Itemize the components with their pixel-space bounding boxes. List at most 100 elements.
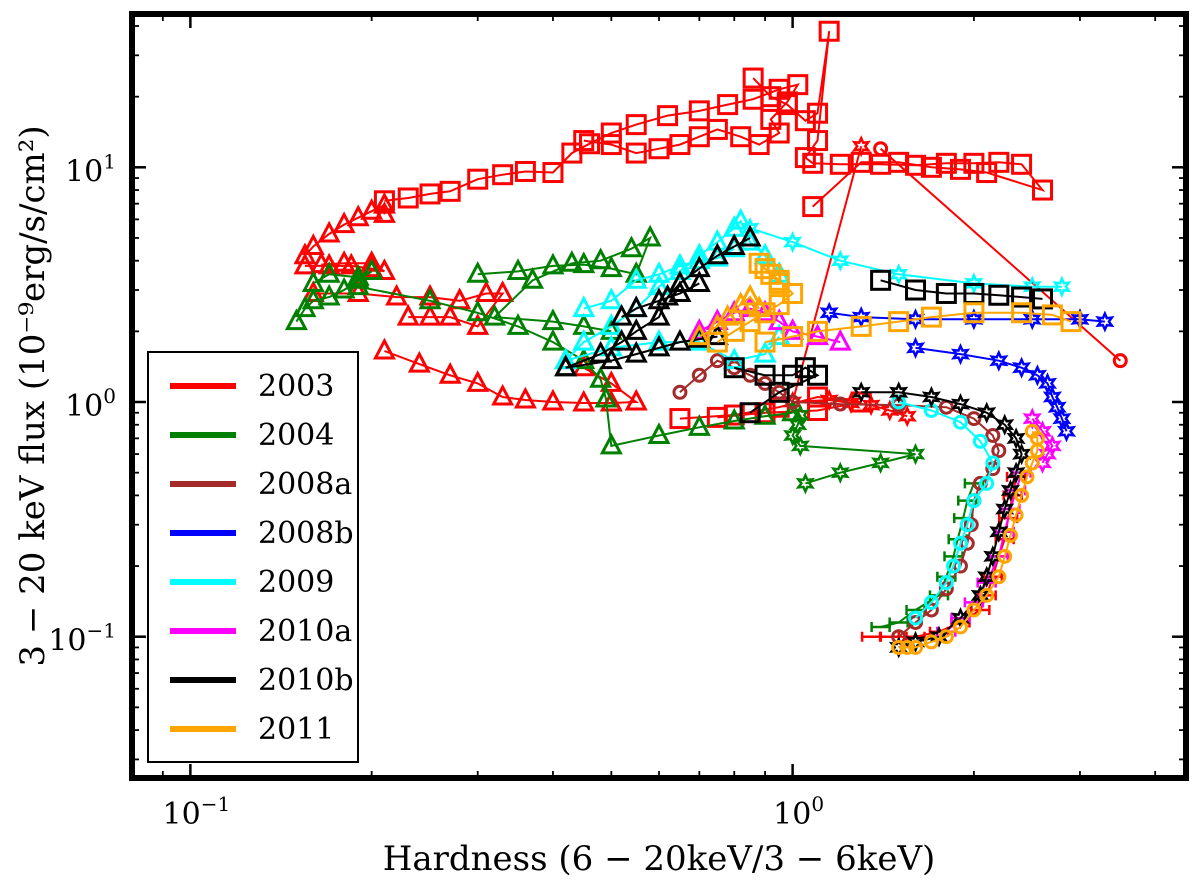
series-2010b-point: [929, 625, 949, 648]
series-2010b-point: [599, 347, 623, 370]
x-tick-label: 100: [773, 792, 824, 832]
series-2010b-point: [668, 270, 692, 292]
series-2003-point: [742, 67, 764, 89]
series-2004-point: [317, 283, 341, 306]
series-2004-point: [346, 264, 370, 286]
series-2008b-point: [1012, 356, 1032, 379]
series-2004-point: [599, 432, 623, 455]
series-2003-point: [888, 151, 910, 173]
series-2004-point: [317, 261, 341, 283]
series-2008b-point: [950, 343, 971, 366]
series-2009-point: [572, 328, 596, 351]
series-2004-point: [687, 414, 711, 436]
series-2003-point: [976, 162, 998, 184]
series-2003-point: [419, 183, 441, 205]
series-2004-point: [506, 258, 530, 280]
series-2004-point: [301, 270, 325, 292]
y-axis-label: 3 − 20 keV flux (10⁻⁹erg/s/cm²): [13, 125, 53, 666]
series-2009-point: [647, 328, 671, 351]
series-2004-point: [483, 303, 507, 326]
legend-label-2011: 2011: [258, 712, 334, 747]
series-2011-point: [807, 320, 829, 342]
series-2009-point: [908, 610, 924, 626]
series-2003-point: [802, 196, 824, 218]
series-2011-point: [938, 629, 954, 645]
series-2010b-point: [705, 242, 729, 265]
series-2003-point: [396, 303, 420, 326]
series-2003-point: [541, 388, 565, 411]
series-2011-point: [1011, 302, 1033, 324]
series-2011-point: [891, 639, 907, 655]
series-2003-point: [669, 408, 691, 430]
series-2003-point: [572, 389, 596, 412]
series-2010b-point: [647, 303, 671, 326]
series-2003-point: [625, 142, 647, 164]
series-2004-point: [360, 258, 384, 280]
series-2011-point: [908, 639, 924, 655]
series-2009-point: [668, 258, 692, 280]
series-2008a: [672, 353, 1007, 645]
series-2004-point: [541, 252, 565, 275]
series-2010b-point: [905, 630, 926, 653]
series-2003-point: [293, 252, 317, 275]
legend-label-2010b: 2010b: [258, 663, 354, 698]
series-2009-point: [985, 455, 1001, 471]
series-2011-point: [963, 302, 985, 324]
series-2009-point: [572, 295, 596, 318]
series-2004-point: [830, 461, 850, 484]
series-2010b-point: [723, 357, 745, 379]
series-2010b-point: [722, 233, 746, 255]
series-2010b-point: [1006, 427, 1026, 450]
series-2003-point: [332, 250, 356, 272]
series-2010b-point: [687, 270, 711, 292]
x-axis-label: Hardness (6 − 20keV/3 − 6keV): [383, 839, 936, 879]
series-2003-point: [768, 122, 790, 144]
axis-ticks: 10−1 100 10−1 100 101: [48, 14, 1186, 832]
series-2011-point: [754, 258, 776, 280]
series-2011-point: [768, 272, 790, 294]
series-2008a-point: [771, 384, 787, 400]
series-2008b-point: [905, 336, 926, 359]
series-2010b-point: [989, 520, 1009, 543]
series-2003-point: [397, 187, 419, 209]
series-2009-point: [966, 493, 982, 509]
series-2010b-line: [861, 391, 1023, 649]
series-2003-point: [491, 383, 515, 406]
series-2008a-point: [832, 396, 848, 412]
series-2010b-point: [1006, 461, 1026, 484]
series-2003-point: [935, 152, 957, 174]
series-2010b-point: [668, 280, 692, 302]
series-2003-point: [346, 280, 370, 302]
series-2009-point: [891, 394, 907, 410]
series-2004-point: [619, 235, 643, 258]
series-2011-point: [687, 323, 711, 346]
series-2004-line: [880, 483, 975, 628]
series-2008a-point: [709, 353, 725, 369]
y-tick-label: 101: [65, 149, 116, 189]
series-2009-point: [753, 340, 777, 363]
series-2010a-point: [1042, 434, 1062, 457]
series-2003-point: [794, 147, 816, 169]
series-2003-point: [1032, 179, 1054, 201]
series-2003-point: [438, 362, 462, 384]
series-2004-line: [791, 414, 916, 485]
series-2004-point: [788, 413, 808, 436]
series-2011-point: [768, 294, 790, 316]
series-2008b: [819, 301, 1115, 443]
series-2010b-point: [624, 295, 648, 318]
series-2003-point: [439, 180, 461, 202]
series-2011: [687, 252, 1082, 655]
series-2010b-point: [647, 287, 671, 310]
series-2003-point: [648, 138, 670, 160]
series-2003-point: [861, 394, 881, 417]
series-2004-point: [466, 261, 490, 283]
series-2003-point: [372, 337, 396, 360]
series-2003-point: [438, 303, 462, 326]
series-2004-point: [541, 308, 565, 331]
series-2008b-point: [1056, 420, 1077, 443]
series-2011-point: [738, 283, 762, 306]
series-2004-point: [418, 287, 442, 310]
series-2010a-point: [806, 323, 830, 346]
series-2003-point: [372, 191, 396, 214]
